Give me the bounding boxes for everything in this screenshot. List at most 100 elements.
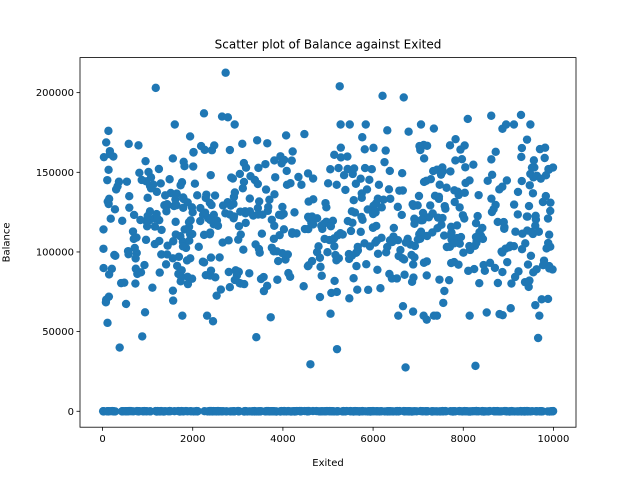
data-point <box>303 169 313 178</box>
data-point <box>246 171 255 181</box>
data-point <box>418 407 427 416</box>
data-point <box>487 170 497 180</box>
data-point <box>477 407 487 416</box>
data-point <box>339 171 349 180</box>
data-point <box>148 283 157 292</box>
data-point <box>162 207 171 216</box>
data-point <box>122 177 132 186</box>
data-point <box>372 236 382 245</box>
data-point <box>253 203 263 213</box>
data-point <box>188 208 197 217</box>
data-point <box>435 275 444 284</box>
data-point <box>487 155 496 164</box>
data-points <box>98 68 558 416</box>
data-point <box>168 296 178 305</box>
data-point <box>471 218 481 228</box>
data-point <box>266 407 276 416</box>
data-point <box>224 267 233 277</box>
data-point <box>104 165 113 175</box>
data-point <box>287 156 296 165</box>
data-point <box>136 215 145 225</box>
data-point <box>546 198 555 207</box>
data-point <box>480 266 490 275</box>
data-point <box>180 161 189 171</box>
data-point <box>548 163 558 172</box>
data-point <box>381 248 391 257</box>
data-point <box>525 181 534 190</box>
data-point <box>99 225 108 234</box>
data-point <box>329 234 339 243</box>
data-point <box>460 188 469 197</box>
data-point <box>374 180 384 190</box>
data-point <box>208 317 218 326</box>
data-point <box>548 265 557 274</box>
data-point <box>345 294 354 303</box>
data-point <box>535 407 545 416</box>
data-point <box>153 214 162 223</box>
data-point <box>228 174 238 183</box>
data-point <box>230 188 240 197</box>
data-point <box>223 113 233 122</box>
x-tick-label: 10000 <box>538 434 570 445</box>
x-tick-label: 0 <box>99 434 105 445</box>
data-point <box>132 233 141 242</box>
data-point <box>440 201 449 211</box>
data-point <box>206 266 216 275</box>
data-point <box>235 169 245 179</box>
data-point <box>225 145 235 155</box>
data-point <box>410 219 419 229</box>
data-point <box>389 223 399 233</box>
data-point <box>401 238 411 247</box>
data-point <box>270 221 279 230</box>
data-point <box>429 166 438 176</box>
data-point <box>314 242 323 251</box>
data-point <box>213 221 223 230</box>
data-point <box>422 176 431 185</box>
data-point <box>498 267 507 277</box>
data-point <box>435 180 444 189</box>
data-point <box>273 275 282 284</box>
data-point <box>460 141 469 150</box>
data-point <box>238 139 247 149</box>
data-point <box>316 262 325 272</box>
data-point <box>383 126 392 135</box>
data-point <box>343 152 352 161</box>
data-point <box>141 156 150 166</box>
data-point <box>259 272 268 282</box>
data-point <box>281 131 291 140</box>
data-point <box>506 304 515 313</box>
data-point <box>317 221 326 231</box>
data-point <box>125 203 134 212</box>
data-point <box>493 278 503 288</box>
data-point <box>432 311 442 320</box>
data-point <box>163 241 172 250</box>
data-point <box>130 243 139 253</box>
data-point <box>450 239 459 248</box>
data-point <box>271 173 280 182</box>
data-point <box>336 120 345 129</box>
data-point <box>187 274 197 283</box>
data-point <box>215 253 224 262</box>
data-point <box>200 208 210 217</box>
data-point <box>104 126 113 136</box>
data-point <box>143 193 152 203</box>
data-point <box>332 344 342 354</box>
data-point <box>254 244 264 254</box>
data-point <box>464 266 473 276</box>
data-point <box>482 308 491 317</box>
data-point <box>252 332 261 342</box>
data-point <box>193 191 202 200</box>
data-point <box>334 163 343 173</box>
y-tick-label: 50000 <box>42 327 74 338</box>
data-point <box>416 120 426 129</box>
y-tick-label: 150000 <box>36 168 74 179</box>
data-point <box>331 250 340 260</box>
data-point <box>354 407 364 416</box>
data-point <box>540 153 549 163</box>
data-point <box>306 360 315 369</box>
data-point <box>543 214 553 223</box>
data-point <box>189 162 198 171</box>
data-point <box>252 136 262 145</box>
data-point <box>372 221 381 231</box>
data-point <box>511 227 520 236</box>
